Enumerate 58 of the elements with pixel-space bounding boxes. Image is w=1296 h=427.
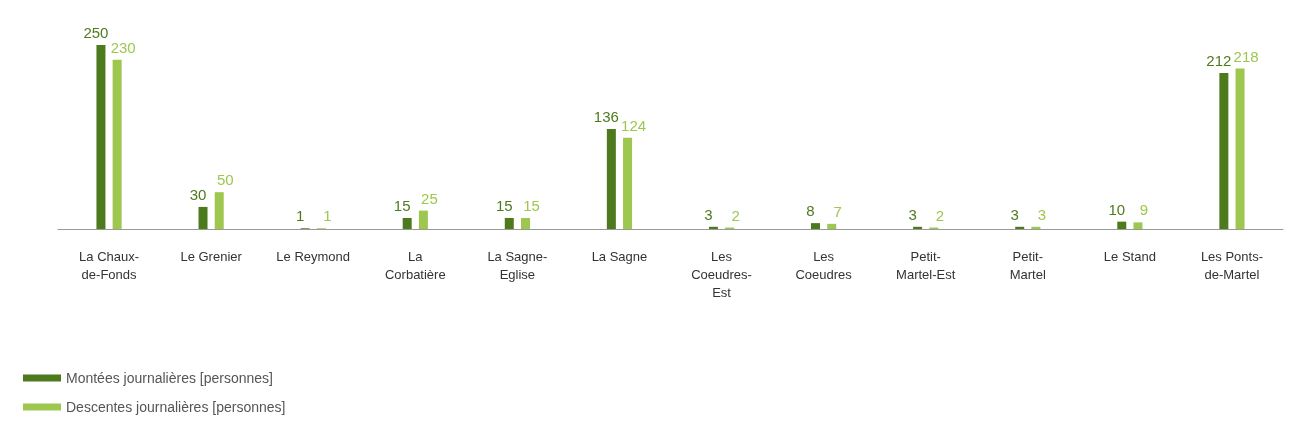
data-label: 1: [323, 207, 332, 225]
data-label: 124: [621, 116, 647, 134]
x-tick-label: Petit-Martel-Est: [896, 248, 956, 282]
data-label: 9: [1139, 201, 1149, 219]
data-label: 3: [908, 205, 917, 223]
data-label: 15: [393, 196, 411, 214]
data-label: 230: [110, 38, 136, 56]
bar: [112, 59, 122, 229]
bar: [402, 217, 412, 229]
x-tick-label: La Sagne-Eglise: [487, 248, 548, 282]
x-tick-label: La Corbatière: [384, 248, 446, 282]
data-label: 50: [216, 171, 234, 189]
legend-label: Descentes journalières [personnes]: [66, 399, 286, 415]
bar: [606, 128, 616, 229]
x-tick-label: Les Ponts-de-Martel: [1200, 248, 1264, 282]
data-label: 136: [593, 107, 619, 125]
bar: [520, 217, 530, 229]
bar: [811, 223, 821, 229]
data-label: 15: [523, 196, 540, 214]
data-label: 8: [806, 202, 815, 220]
data-label: 25: [421, 189, 438, 207]
bar: [214, 192, 224, 229]
bar: [913, 226, 923, 229]
x-tick-label: Le Stand: [1103, 248, 1156, 264]
bar: [1133, 222, 1143, 229]
data-label: 30: [189, 185, 207, 203]
x-tick-label: La Chaux-de-Fonds: [79, 248, 140, 282]
data-label: 218: [1233, 47, 1259, 65]
bar: [827, 223, 837, 229]
bar: [623, 137, 633, 229]
x-tick-label: Les Coeudres: [795, 248, 853, 282]
data-label: 1: [295, 207, 305, 225]
bar: [1219, 72, 1229, 229]
x-tick-label: Petit-Martel: [1009, 248, 1046, 282]
x-tick-label: La Sagne: [591, 248, 648, 264]
data-label: 250: [83, 24, 109, 41]
data-label: 3: [1010, 205, 1019, 223]
data-label: 3: [704, 205, 713, 223]
bar: [708, 226, 718, 229]
bar: [418, 210, 428, 229]
data-label: 212: [1206, 51, 1232, 69]
bar: [198, 206, 208, 229]
data-label: 2: [935, 206, 944, 224]
bar: [1235, 68, 1245, 229]
bar: [96, 45, 106, 229]
data-label: 15: [495, 196, 513, 214]
x-tick-label: Le Reymond: [276, 248, 351, 264]
bar: [1031, 226, 1041, 229]
bar: [504, 217, 514, 229]
x-tick-label: Les Coeudres-Est: [691, 248, 752, 300]
data-label: 7: [833, 202, 842, 220]
legend-label: Montées journalières [personnes]: [66, 370, 274, 386]
data-label: 3: [1037, 205, 1047, 223]
bar: [1117, 221, 1127, 229]
data-label: 2: [731, 206, 740, 224]
x-tick-label: Le Grenier: [180, 248, 243, 264]
data-label: 10: [1108, 200, 1126, 218]
bar: [1015, 226, 1025, 229]
